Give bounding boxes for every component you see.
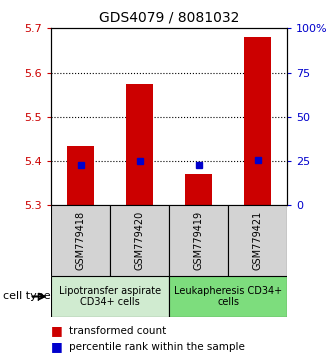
- Text: transformed count: transformed count: [69, 326, 167, 336]
- Bar: [185, 175, 212, 205]
- Bar: [51, 276, 169, 317]
- Text: ■: ■: [51, 341, 63, 353]
- Bar: [67, 145, 94, 205]
- Text: GSM779421: GSM779421: [252, 211, 263, 270]
- Bar: [169, 276, 287, 317]
- Text: cell type: cell type: [3, 291, 51, 302]
- Bar: [244, 37, 271, 205]
- Bar: [169, 205, 228, 276]
- Bar: [51, 205, 110, 276]
- Text: percentile rank within the sample: percentile rank within the sample: [69, 342, 245, 352]
- Text: Leukapheresis CD34+
cells: Leukapheresis CD34+ cells: [174, 286, 282, 307]
- Text: ■: ■: [51, 325, 63, 337]
- Text: GSM779418: GSM779418: [76, 211, 86, 270]
- Bar: [228, 205, 287, 276]
- Text: Lipotransfer aspirate
CD34+ cells: Lipotransfer aspirate CD34+ cells: [59, 286, 161, 307]
- Bar: [126, 84, 153, 205]
- Text: GSM779420: GSM779420: [135, 211, 145, 270]
- Text: GSM779419: GSM779419: [194, 211, 204, 270]
- Title: GDS4079 / 8081032: GDS4079 / 8081032: [99, 10, 239, 24]
- Bar: [110, 205, 169, 276]
